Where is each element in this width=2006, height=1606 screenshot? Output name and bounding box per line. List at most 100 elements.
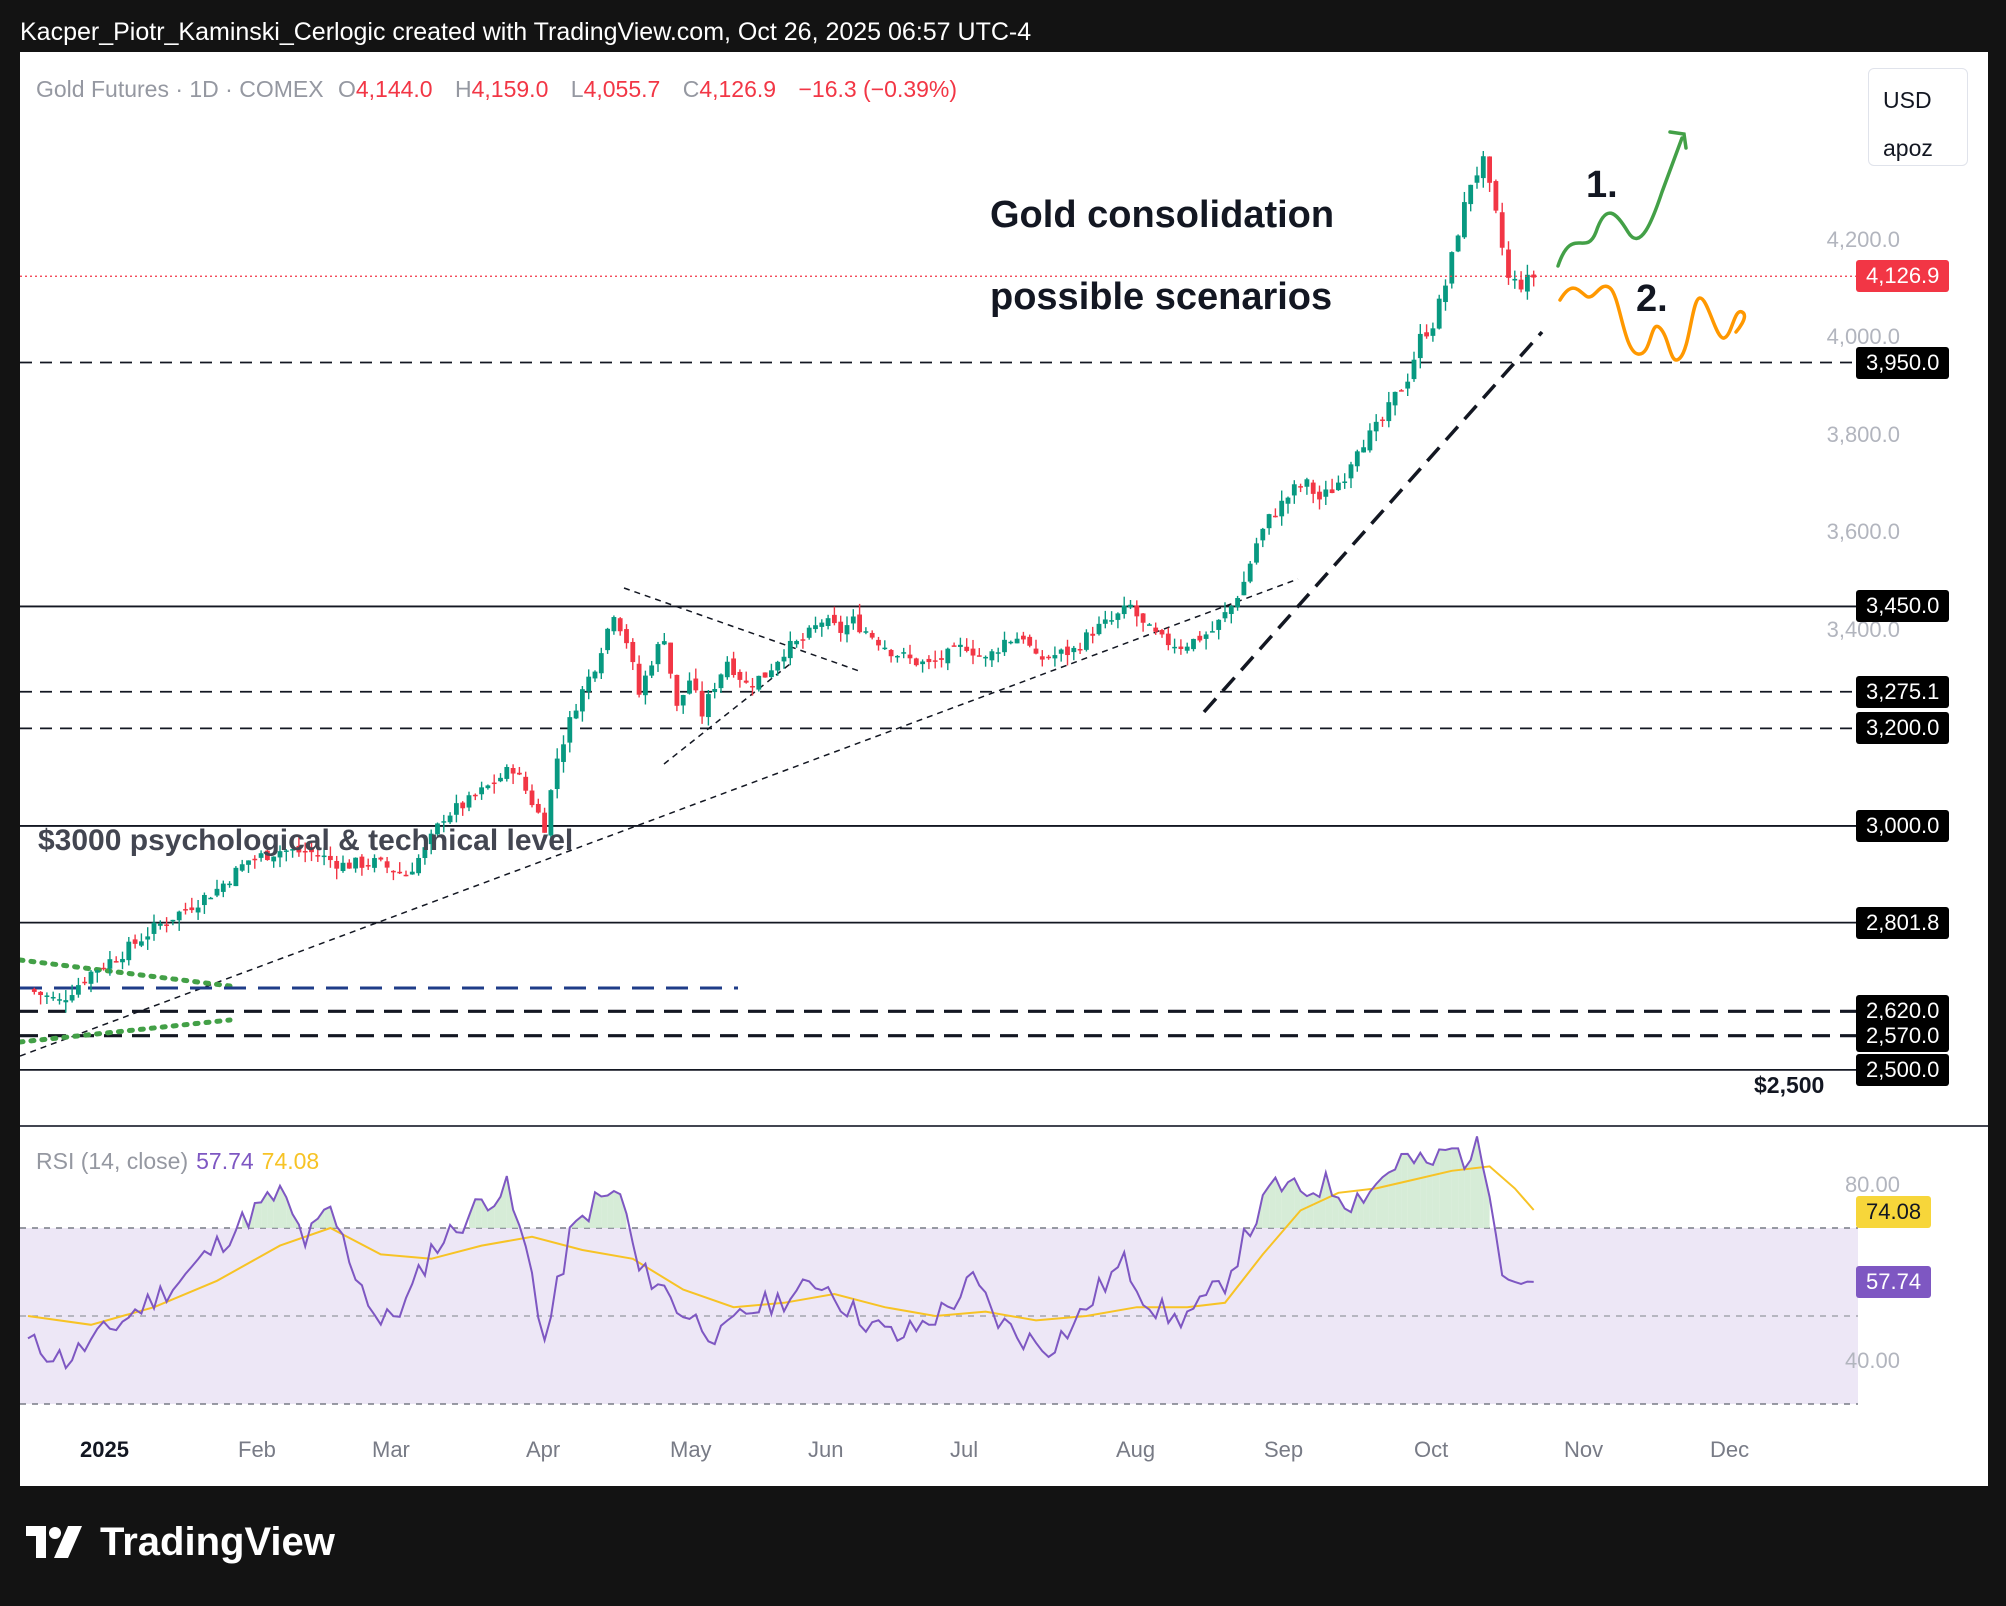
close-label: C — [682, 76, 700, 102]
rsi-overbought-fill-92 — [607, 1190, 614, 1228]
unit-label[interactable]: apoz — [1883, 135, 1933, 161]
candle-body-205 — [1317, 491, 1322, 500]
candle-body-176 — [1134, 605, 1140, 617]
candle-body-184 — [1184, 646, 1190, 651]
candle-body-163 — [1052, 655, 1058, 659]
candle-body-121 — [787, 640, 793, 659]
rsi-overbought-fill-227 — [1458, 1148, 1465, 1228]
candle-body-167 — [1077, 648, 1083, 651]
candle-body-148 — [958, 644, 963, 647]
candle-body-199 — [1279, 500, 1285, 517]
candle-body-143 — [926, 658, 932, 663]
candle-body-201 — [1291, 484, 1297, 496]
chart-frame[interactable]: Gold Futures · 1D · COMEX O4,144.0 H4,15… — [20, 52, 1988, 1486]
candle-body-1 — [31, 988, 37, 992]
rsi-legend: RSI (14, close) 57.74 74.08 — [36, 1148, 319, 1175]
candle-body-222 — [1424, 332, 1429, 337]
candle-body-112 — [731, 658, 736, 676]
candle-body-102 — [668, 642, 673, 674]
rsi-overbought-fill-225 — [1445, 1148, 1452, 1228]
rsi-overbought-fill-94 — [620, 1194, 627, 1228]
candle-body-223 — [1430, 328, 1436, 336]
candle-body-179 — [1153, 627, 1159, 632]
rsi-overbought-fill-197 — [1269, 1177, 1276, 1228]
price-tick-0: 4,200.0 — [1826, 226, 1900, 252]
candle-body-16 — [126, 941, 132, 961]
candle-body-138 — [895, 655, 900, 658]
candle-body-89 — [586, 676, 592, 692]
candle-body-230 — [1474, 175, 1480, 183]
time-tick-7: Aug — [1116, 1437, 1156, 1462]
rsi-overbought-fill-75 — [500, 1175, 507, 1228]
rsi-overbought-fill-200 — [1288, 1178, 1295, 1228]
low-value: 4,055.7 — [583, 76, 661, 102]
annotation-title-line2: possible scenarios — [990, 276, 1333, 318]
level-tag-0: 3,950.0 — [1856, 346, 1950, 379]
candle-body-185 — [1191, 638, 1196, 650]
candle-body-10 — [88, 971, 94, 984]
candle-body-42 — [290, 849, 295, 851]
candle-body-237 — [1518, 279, 1524, 290]
symbol-label: Gold Futures · 1D · COMEX — [36, 76, 324, 102]
candle-body-116 — [756, 675, 762, 690]
candle-body-68 — [454, 803, 459, 815]
candle-body-67 — [447, 815, 453, 823]
level-tag-4: 3,000.0 — [1856, 809, 1950, 842]
candle-body-86 — [567, 717, 573, 743]
rsi-value-tag: 57.74 — [1856, 1266, 1932, 1298]
candle-body-50 — [340, 862, 346, 872]
rsi-overbought-fill-208 — [1338, 1197, 1345, 1228]
candle-body-91 — [598, 653, 604, 674]
rsi-overbought-fill-36 — [254, 1202, 262, 1228]
candle-body-172 — [1109, 620, 1114, 622]
time-tick-6: Jul — [950, 1437, 979, 1462]
candle-body-236 — [1512, 278, 1518, 281]
candle-body-44 — [302, 850, 308, 853]
candle-body-60 — [403, 874, 409, 877]
candle-body-54 — [365, 865, 371, 867]
candle-body-13 — [107, 959, 113, 969]
change-value: −16.3 (−0.39%) — [798, 76, 958, 102]
candle-body-197 — [1266, 514, 1272, 529]
price-chart[interactable] — [20, 52, 1988, 1486]
candle-body-206 — [1323, 489, 1329, 497]
candle-body-81 — [535, 803, 541, 813]
level-tag-7: 2,570.0 — [1856, 1019, 1950, 1052]
time-tick-3: Apr — [526, 1437, 561, 1462]
candle-body-225 — [1443, 285, 1448, 303]
rsi-overbought-fill-230 — [1477, 1136, 1484, 1228]
candle-body-195 — [1254, 543, 1259, 563]
tradingview-brand[interactable]: TradingView — [24, 1520, 335, 1565]
candle-body-34 — [239, 864, 245, 871]
candle-body-203 — [1304, 479, 1310, 487]
candle-body-169 — [1090, 633, 1096, 636]
rsi-overbought-fill-217 — [1395, 1153, 1402, 1228]
candle-body-144 — [932, 660, 938, 662]
candle-body-161 — [1039, 656, 1045, 660]
rsi-overbought-fill-209 — [1344, 1208, 1351, 1228]
candle-body-132 — [857, 614, 862, 633]
candle-body-88 — [580, 689, 585, 712]
currency-label[interactable]: USD — [1883, 87, 1932, 113]
candle-body-55 — [372, 858, 377, 868]
triangle-upper-line — [623, 587, 863, 673]
time-tick-11: Dec — [1710, 1437, 1750, 1462]
attribution-text: Kacper_Piotr_Kaminski_Cerlogic created w… — [20, 18, 1032, 46]
rsi-overbought-fill-219 — [1407, 1153, 1414, 1228]
rsi-overbought-fill-207 — [1332, 1195, 1339, 1228]
candle-body-18 — [139, 941, 144, 946]
candle-body-125 — [813, 625, 818, 630]
candle-body-32 — [227, 883, 232, 886]
candle-body-94 — [617, 618, 623, 632]
candle-body-48 — [328, 855, 333, 861]
candle-body-145 — [939, 658, 944, 660]
currency-unit-selector[interactable]: USD apoz — [1868, 68, 1968, 166]
rsi-overbought-fill-203 — [1306, 1193, 1314, 1228]
candle-body-11 — [94, 970, 100, 973]
candle-body-100 — [655, 644, 661, 665]
candle-body-3 — [44, 995, 50, 997]
candle-body-188 — [1210, 631, 1215, 633]
rsi-overbought-fill-196 — [1262, 1186, 1270, 1228]
rsi-overbought-fill-215 — [1382, 1172, 1389, 1228]
rsi-overbought-fill-218 — [1401, 1153, 1408, 1228]
